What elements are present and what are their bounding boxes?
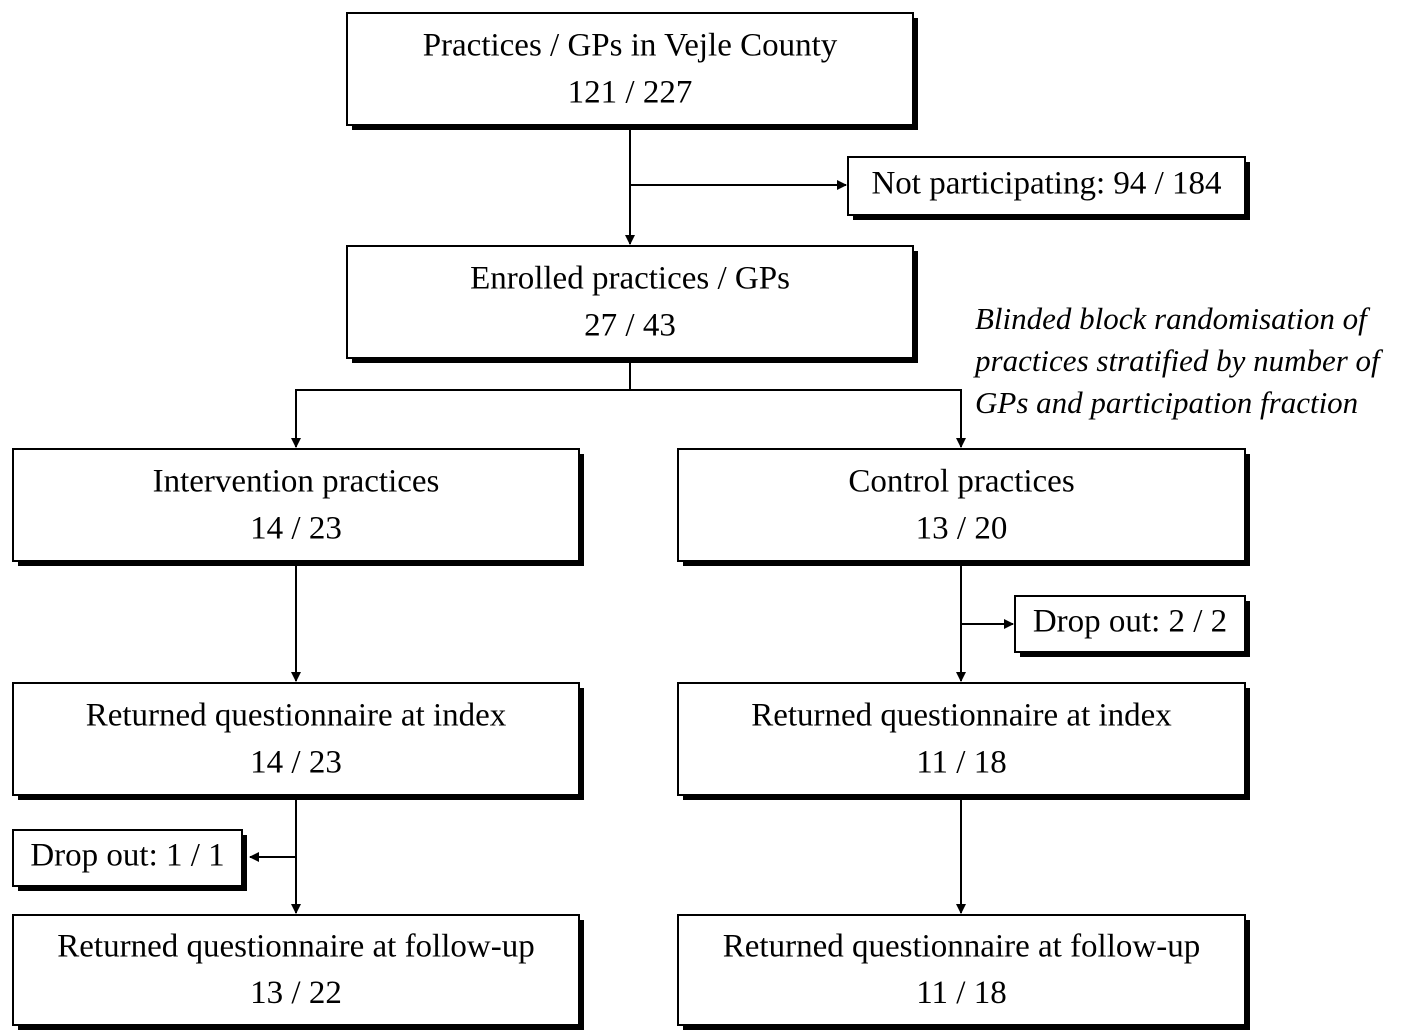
node-text: Returned questionnaire at index [751, 697, 1172, 733]
box [12, 448, 580, 562]
node: Intervention practices 14 / 23 [12, 448, 584, 566]
box [346, 12, 914, 126]
node-text: Not participating: 94 / 184 [871, 166, 1221, 202]
node-text: 13 / 22 [250, 975, 342, 1011]
node: Enrolled practices / GPs 27 / 43 [346, 245, 918, 363]
node-text: Drop out: 2 / 2 [1033, 604, 1227, 640]
node-text: Practices / GPs in Vejle County [423, 27, 838, 63]
node-text: 121 / 227 [568, 74, 693, 110]
node-text: Drop out: 1 / 1 [30, 838, 224, 874]
node-text: Returned questionnaire at index [86, 697, 507, 733]
box [346, 245, 914, 359]
box [12, 914, 580, 1026]
note: Blinded block randomisation of practices… [973, 301, 1384, 420]
note-line: practices stratified by number of [973, 343, 1384, 378]
node-text: Control practices [848, 463, 1074, 499]
node: Returned questionnaire at follow-up 11 / … [677, 914, 1250, 1030]
node: Returned questionnaire at index 14 / 23 [12, 682, 584, 800]
node: Control practices 13 / 20 [677, 448, 1250, 566]
node: Drop out: 1 / 1 [12, 829, 247, 891]
note-line: GPs and participation fraction [975, 385, 1358, 420]
box [677, 914, 1246, 1026]
node-text: 13 / 20 [916, 510, 1008, 546]
note-line: Blinded block randomisation of [975, 301, 1371, 336]
box [1014, 595, 1246, 653]
node: Returned questionnaire at follow-up 13 / … [12, 914, 584, 1030]
boxes: Practices / GPs in Vejle County 121 / 227… [12, 12, 1250, 1030]
node: Returned questionnaire at index 11 / 18 [677, 682, 1250, 800]
box [847, 156, 1246, 216]
node-text: Intervention practices [153, 463, 440, 499]
node-text: Enrolled practices / GPs [470, 260, 790, 296]
node: Practices / GPs in Vejle County 121 / 227 [346, 12, 918, 130]
node: Drop out: 2 / 2 [1014, 595, 1250, 657]
node-text: 11 / 18 [916, 975, 1006, 1011]
node-text: 11 / 18 [916, 744, 1006, 780]
connectors [249, 125, 1014, 914]
box [677, 448, 1246, 562]
node-text: Returned questionnaire at follow-up [57, 929, 534, 965]
node-text: Returned questionnaire at follow-up [723, 929, 1200, 965]
arrow [630, 389, 966, 448]
node-text: 27 / 43 [584, 307, 676, 343]
box [12, 829, 243, 887]
node: Not participating: 94 / 184 [847, 156, 1250, 220]
arrow [291, 358, 631, 448]
node-text: 14 / 23 [250, 510, 342, 546]
box [12, 682, 580, 796]
box [677, 682, 1246, 796]
node-text: 14 / 23 [250, 744, 342, 780]
